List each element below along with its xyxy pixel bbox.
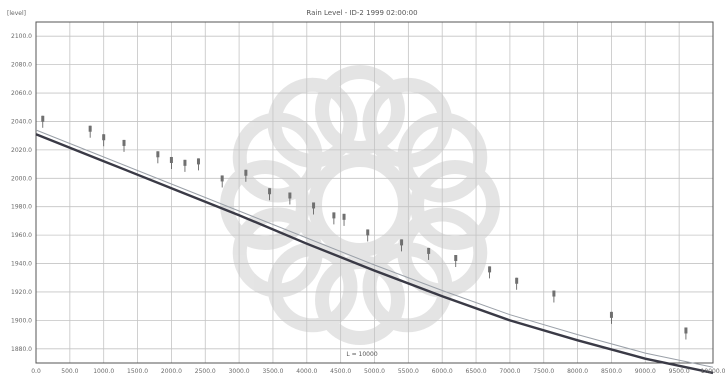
station-label-box	[41, 115, 45, 122]
station-label-box	[427, 247, 431, 254]
x-tick-label: 1500.0	[127, 368, 148, 375]
watermark-logo	[220, 65, 500, 345]
y-tick-label: 2080.0	[11, 62, 32, 69]
y-tick-label: 1980.0	[11, 204, 32, 211]
plot-frame	[35, 21, 714, 364]
watermark-petal	[267, 77, 358, 168]
x-tick-label: 5500.0	[398, 368, 419, 375]
x-tick-label: 7000.0	[499, 368, 520, 375]
station-label-box	[400, 239, 404, 246]
station-label-box	[244, 169, 248, 176]
station-label-box	[122, 139, 126, 146]
x-tick-label: 0.0	[31, 368, 41, 375]
station-label-box	[88, 125, 92, 132]
watermark-petal	[362, 77, 453, 168]
y-tick-label: 2060.0	[11, 90, 32, 97]
watermark-petal	[267, 242, 358, 333]
watermark-petal	[315, 65, 405, 155]
x-tick-label: 3500.0	[262, 368, 283, 375]
watermark-petal	[410, 160, 500, 250]
y-tick-label: 1960.0	[11, 232, 32, 239]
station-label-box	[169, 156, 173, 163]
station-label-box	[332, 212, 336, 219]
y-tick-label: 2040.0	[11, 118, 32, 125]
y-tick-label: 1880.0	[11, 346, 32, 353]
station-markers	[41, 115, 688, 340]
x-tick-label: 4500.0	[330, 368, 351, 375]
station-label-box	[366, 229, 370, 236]
station-label-box	[183, 159, 187, 166]
station-label-box	[552, 290, 556, 297]
x-tick-label: 5000.0	[364, 368, 385, 375]
y-tick-label: 1940.0	[11, 261, 32, 268]
x-tick-label: 7500.0	[533, 368, 554, 375]
watermark-petal	[232, 207, 323, 298]
station-label-box	[684, 327, 688, 334]
x-tick-label: 3000.0	[229, 368, 250, 375]
watermark-petal	[232, 112, 323, 203]
station-label-box	[220, 175, 224, 182]
station-label-box	[156, 151, 160, 158]
y-tick-label: 1920.0	[11, 289, 32, 296]
chart-title: Rain Level - ID-2 1999 02:00:00	[306, 9, 417, 17]
y-tick-label: 2020.0	[11, 147, 32, 154]
series-line-2	[35, 129, 714, 368]
station-label-box	[288, 192, 292, 199]
x-tick-label: 9000.0	[635, 368, 656, 375]
station-label-box	[102, 134, 106, 141]
x-tick-label: 2500.0	[195, 368, 216, 375]
watermark-petal	[362, 242, 453, 333]
station-label-box	[488, 266, 492, 273]
tick-labels: 0.0 500.0 1000.0 1500.0 2000.0 2500.0 3000.0 35…	[11, 33, 725, 375]
x-tick-label: 4000.0	[296, 368, 317, 375]
x-tick-label: 6000.0	[432, 368, 453, 375]
station-label-box	[454, 255, 458, 262]
y-tick-label: 2100.0	[11, 33, 32, 40]
x-tick-label: 8500.0	[601, 368, 622, 375]
watermark-petal	[315, 255, 405, 345]
watermark-petal	[220, 160, 310, 250]
x-tick-label: 500.0	[61, 368, 78, 375]
x-tick-label: 10000.0	[701, 368, 725, 375]
y-tick-label: 1900.0	[11, 317, 32, 324]
station-label-box	[196, 158, 200, 165]
y-tick-label: 2000.0	[11, 175, 32, 182]
length-annotation: L = 10000	[346, 351, 377, 358]
y-axis-unit: [level]	[7, 10, 26, 17]
station-label-box	[268, 188, 272, 195]
series-line-1	[35, 133, 714, 375]
x-tick-label: 9500.0	[669, 368, 690, 375]
x-tick-label: 8000.0	[567, 368, 588, 375]
series-layer	[35, 129, 714, 375]
station-label-box	[312, 202, 316, 209]
station-label-box	[609, 311, 613, 318]
x-tick-label: 2000.0	[161, 368, 182, 375]
station-label-box	[515, 277, 519, 284]
x-tick-label: 6500.0	[466, 368, 487, 375]
station-label-box	[342, 213, 346, 220]
x-tick-label: 1000.0	[93, 368, 114, 375]
